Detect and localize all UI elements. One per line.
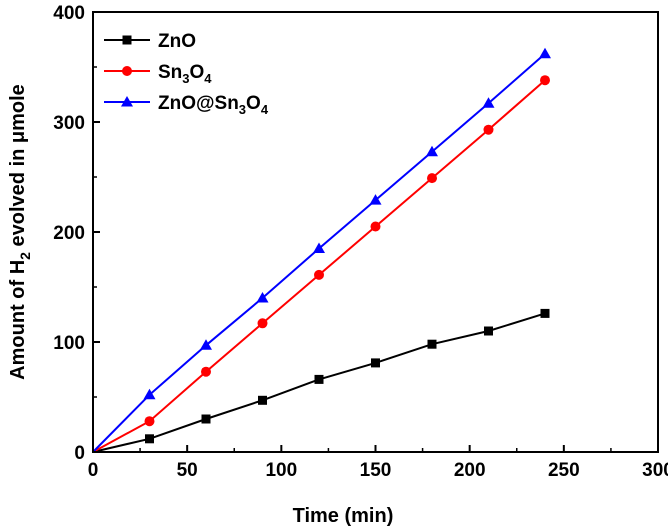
data-point: [427, 339, 437, 349]
legend-marker: [122, 35, 132, 45]
data-point: [144, 416, 155, 427]
x-tick-label: 250: [548, 460, 580, 481]
legend-marker: [121, 96, 133, 107]
x-tick-label: 100: [265, 460, 297, 481]
data-point: [539, 47, 551, 59]
x-tick-label: 150: [360, 460, 392, 481]
data-point: [258, 395, 267, 405]
data-point: [314, 269, 324, 280]
data-point: [482, 97, 495, 108]
data-point: [257, 318, 268, 329]
legend-marker: [122, 66, 132, 76]
data-point: [314, 374, 324, 384]
axes: 0 50 100 150 200 250 300 0 100 200 300 400: [53, 3, 668, 481]
data-point: [256, 292, 269, 303]
legend-label: ZnO: [158, 31, 196, 52]
data-point: [427, 173, 437, 184]
y-tick-label: 100: [53, 333, 85, 354]
data-point: [143, 388, 156, 400]
x-tick-label: 0: [88, 460, 99, 481]
y-axis-title-part: Amount of H: [7, 260, 29, 380]
data-point: [426, 145, 438, 157]
data-point: [313, 242, 325, 253]
data-point: [201, 366, 211, 377]
series-line-sn3o4: [92, 79, 546, 453]
x-tick-label: 50: [177, 460, 198, 481]
data-point: [483, 124, 494, 135]
y-tick-label: 400: [53, 3, 85, 24]
data-point: [484, 326, 493, 336]
x-tick-label: 200: [454, 460, 486, 481]
data-point: [200, 339, 212, 350]
legend: ZnO Sn3O4 ZnO@Sn3O4: [104, 31, 269, 117]
plot-area: [92, 47, 551, 453]
y-tick-label: 0: [74, 443, 85, 464]
data-point: [370, 221, 381, 232]
y-axis-title: Amount of H2 evolved in μmole: [7, 84, 33, 380]
legend-label: Sn3O4: [158, 62, 212, 86]
data-point: [201, 414, 211, 424]
y-tick-label: 300: [53, 113, 85, 134]
data-point: [145, 434, 154, 444]
x-tick-label: 300: [642, 460, 668, 481]
data-point: [540, 308, 550, 318]
data-point: [540, 75, 550, 86]
y-axis-title-subscript: 2: [17, 252, 33, 260]
x-axis-title: Time (min): [293, 505, 394, 527]
legend-label: ZnO@Sn3O4: [158, 93, 269, 117]
y-axis-title-part: evolved in μmole: [7, 84, 29, 252]
y-tick-label: 200: [53, 223, 85, 244]
data-point: [369, 194, 382, 205]
data-point: [371, 358, 380, 368]
